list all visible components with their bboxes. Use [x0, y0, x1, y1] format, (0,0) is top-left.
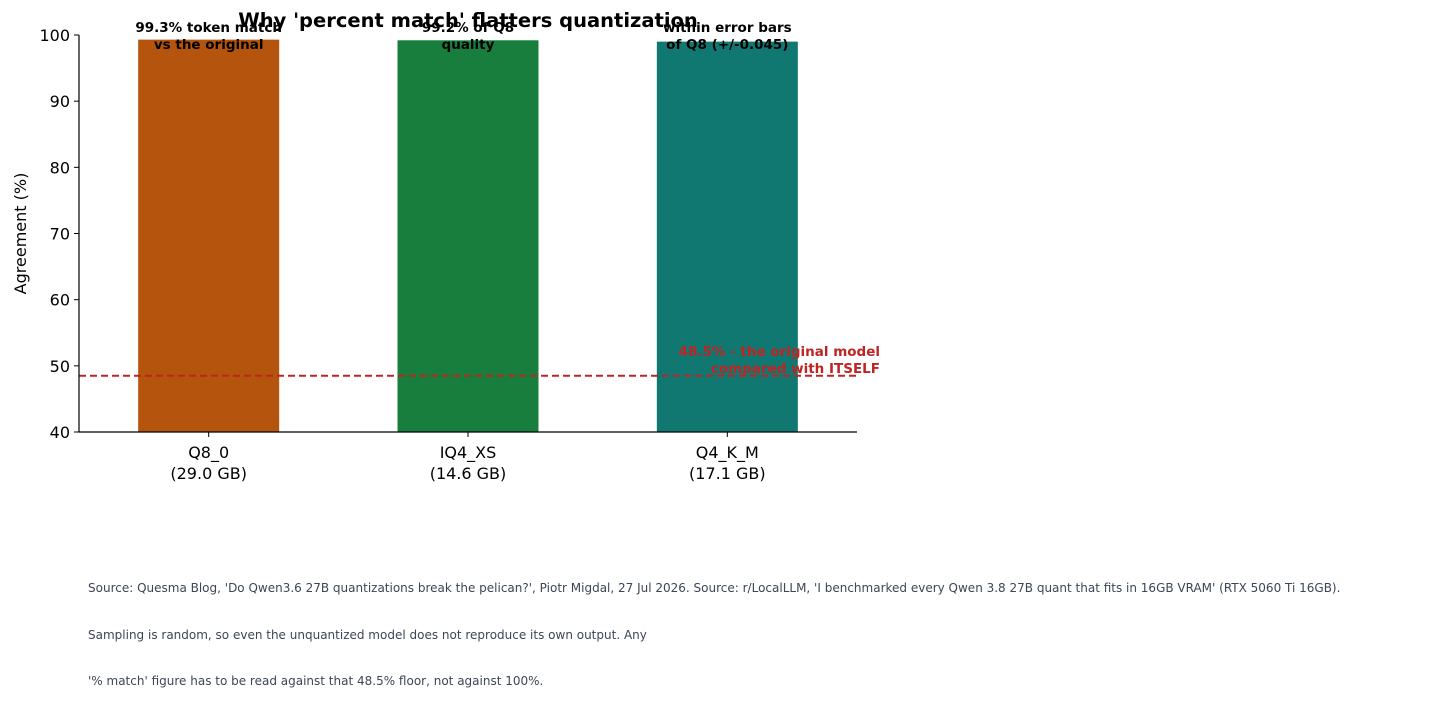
bar-iq4_xs: [397, 40, 539, 432]
bar-annotation: quality: [442, 37, 495, 53]
x-tick-label: IQ4_XS: [440, 443, 497, 463]
y-axis-label: Agreement (%): [11, 173, 30, 295]
chart-title: Why 'percent match' flatters quantizatio…: [238, 9, 698, 32]
y-tick-label: 60: [50, 291, 70, 310]
x-tick-sublabel: (29.0 GB): [170, 464, 247, 483]
bar-annotation: 99.3% token match: [135, 20, 282, 36]
y-tick-label: 100: [39, 26, 70, 45]
y-tick-label: 90: [50, 92, 70, 111]
reference-line-label: compared with ITSELF: [711, 361, 880, 377]
source-footer: Source: Quesma Blog, 'Do Qwen3.6 27B qua…: [88, 550, 1340, 705]
footer-line: '% match' figure has to be read against …: [88, 674, 544, 688]
bar-q8_0: [138, 39, 280, 433]
reference-line-label: 48.5% - the original model: [679, 344, 880, 360]
x-tick-sublabel: (14.6 GB): [430, 464, 507, 483]
x-tick-label: Q4_K_M: [696, 443, 759, 463]
bar-annotation: vs the original: [154, 37, 264, 53]
x-tick-label: Q8_0: [188, 443, 229, 463]
y-tick-label: 80: [50, 158, 70, 177]
x-tick-sublabel: (17.1 GB): [689, 464, 766, 483]
y-tick-label: 70: [50, 225, 70, 244]
y-tick-label: 40: [50, 423, 70, 442]
bar-q4_k_m: [656, 41, 798, 432]
footer-line: Source: Quesma Blog, 'Do Qwen3.6 27B qua…: [88, 581, 1341, 595]
bar-annotation: 99.2% of Q8: [422, 20, 514, 36]
footer-line: Sampling is random, so even the unquanti…: [88, 627, 647, 642]
y-tick-label: 50: [50, 357, 70, 376]
bar-annotation: of Q8 (+/-0.045): [666, 37, 788, 53]
bar-annotation: within error bars: [663, 20, 792, 36]
